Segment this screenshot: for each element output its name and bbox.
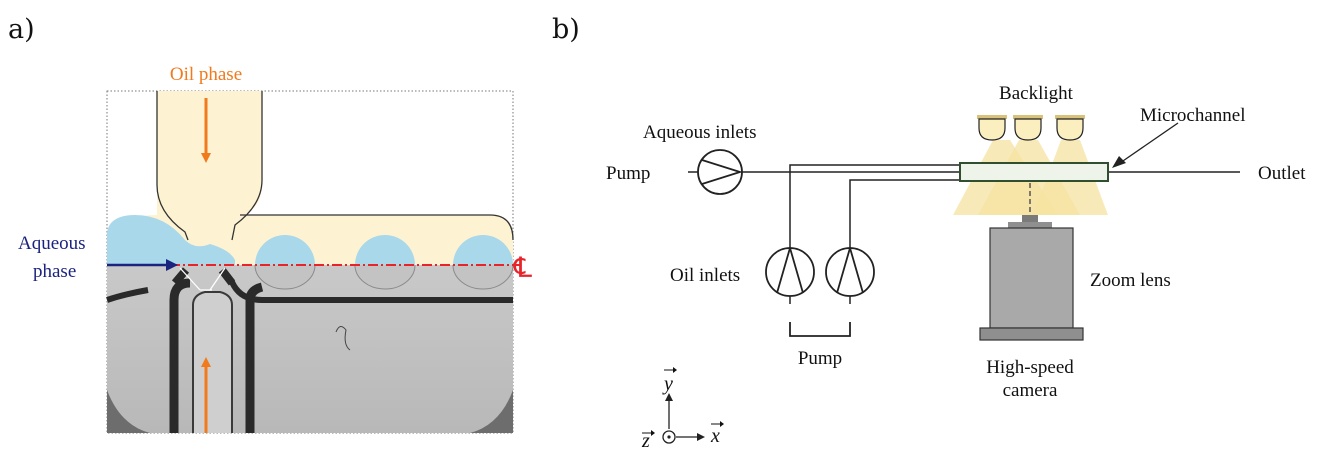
- lower-inlet-channel: [192, 291, 233, 433]
- panel-a-label: a): [8, 14, 35, 45]
- oil-channel-right-wall: [231, 91, 263, 241]
- backlight-label: Backlight: [999, 83, 1074, 104]
- pump-bracket: [789, 322, 851, 337]
- pump-left-label: Pump: [606, 163, 650, 184]
- y-axis-label: y: [662, 373, 673, 395]
- panel-b: b): [552, 14, 1306, 452]
- panel-b-label: b): [552, 14, 580, 45]
- z-axis-dot: [667, 435, 671, 439]
- x-axis-arrowhead: [697, 433, 705, 441]
- channel-wall-right-edge: [229, 280, 513, 303]
- backlight-lamp-1: [977, 115, 1007, 141]
- y-vector-arrowhead: [673, 367, 677, 373]
- oil-inlets-label: Oil inlets: [670, 265, 740, 286]
- backlight-lamp-2: [1013, 115, 1043, 141]
- aqueous-label-line1: Aqueous: [18, 233, 86, 254]
- droplet-1-image: [254, 264, 316, 290]
- vignette-right: [470, 390, 513, 433]
- microchannel-callout-line: [1119, 122, 1179, 164]
- oil-tube-2: [849, 179, 960, 248]
- aqueous-label-line2: phase: [33, 261, 76, 282]
- camera-label-line2: camera: [1003, 380, 1058, 401]
- oil-region: [107, 91, 513, 265]
- pump-bottom-label: Pump: [798, 348, 842, 369]
- aqueous-thread: [107, 215, 235, 265]
- channel-wall-left-outer: [169, 278, 191, 433]
- oil-channel-left-wall: [156, 91, 189, 241]
- droplet-2: [355, 235, 415, 265]
- microchannel: [959, 162, 1109, 182]
- droplet-1: [255, 235, 315, 265]
- pump-oil-1: [765, 244, 815, 304]
- oil-phase-label: Oil phase: [170, 64, 242, 85]
- debris: [335, 326, 351, 351]
- chip-image-region: [107, 265, 513, 433]
- panel-a: a) ℄: [8, 14, 532, 434]
- lens-tip: [1022, 215, 1038, 222]
- image-frame: [106, 90, 514, 434]
- junction-highlights: [179, 267, 226, 291]
- backlight-lamp-3: [1055, 115, 1085, 141]
- droplet-3: [453, 235, 513, 265]
- microchannel-label: Microchannel: [1140, 105, 1246, 126]
- lens-collar: [1008, 222, 1052, 228]
- zoom-lens-body: [989, 227, 1074, 329]
- outlet-label: Outlet: [1258, 163, 1306, 184]
- vignette-left: [107, 390, 150, 433]
- x-axis-label: x: [710, 425, 720, 447]
- main-channel-top-wall: [240, 214, 514, 241]
- channel-wall-left-edge: [106, 287, 149, 303]
- pump-aqueous: [697, 149, 743, 195]
- droplet-2-image: [354, 264, 416, 290]
- pump-oil-2: [825, 244, 875, 304]
- z-axis-label: z: [641, 430, 650, 452]
- oil-tube-1: [789, 164, 960, 248]
- z-vector-arrowhead: [651, 430, 655, 436]
- camera-label-line1: High-speed: [986, 357, 1074, 378]
- axis-indicator: y x z: [641, 367, 724, 452]
- x-vector-arrowhead: [720, 421, 724, 427]
- y-axis-arrowhead: [665, 393, 673, 401]
- zoom-lens-label: Zoom lens: [1090, 270, 1171, 291]
- microchannel-callout-arrowhead: [1112, 156, 1126, 168]
- centerline-symbol: ℄: [513, 253, 532, 284]
- aqueous-inlets-label: Aqueous inlets: [643, 122, 756, 143]
- droplet-3-image: [452, 264, 514, 290]
- camera-base: [979, 327, 1084, 341]
